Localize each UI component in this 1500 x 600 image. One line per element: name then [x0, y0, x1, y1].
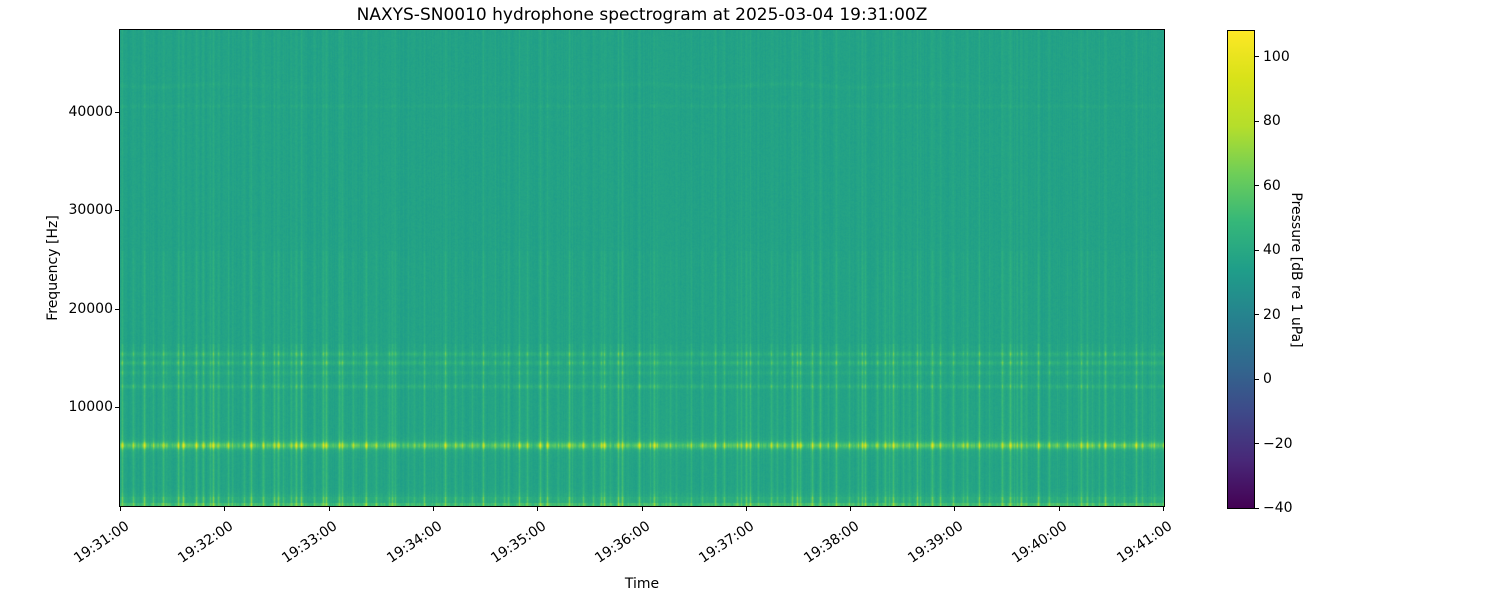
x-tick-label: 19:41:00 — [1113, 518, 1175, 567]
chart-title: NAXYS-SN0010 hydrophone spectrogram at 2… — [356, 5, 928, 25]
x-tick-label: 19:34:00 — [383, 518, 445, 567]
colorbar-tick-label: 20 — [1263, 306, 1281, 323]
colorbar-tick-mark — [1255, 378, 1259, 380]
colorbar-tick-mark — [1255, 120, 1259, 122]
x-tick-mark — [328, 507, 330, 511]
colorbar-tick-mark — [1255, 185, 1259, 187]
x-tick-label: 19:32:00 — [175, 518, 237, 567]
colorbar-tick-label: 0 — [1263, 371, 1272, 388]
x-tick-label: 19:37:00 — [696, 518, 758, 567]
y-tick-label: 10000 — [68, 399, 113, 416]
x-tick-mark — [954, 507, 956, 511]
x-tick-mark — [745, 507, 747, 511]
x-tick-mark — [1058, 507, 1060, 511]
y-tick-label: 20000 — [68, 300, 113, 317]
x-tick-mark — [224, 507, 226, 511]
colorbar — [1227, 30, 1255, 509]
x-tick-label: 19:39:00 — [905, 518, 967, 567]
x-tick-mark — [850, 507, 852, 511]
y-tick-label: 40000 — [68, 104, 113, 121]
colorbar-tick-label: 80 — [1263, 113, 1281, 130]
x-tick-mark — [641, 507, 643, 511]
colorbar-tick-mark — [1255, 507, 1259, 509]
colorbar-tick-mark — [1255, 56, 1259, 58]
colorbar-tick-mark — [1255, 314, 1259, 316]
x-axis-label: Time — [624, 576, 660, 592]
x-tick-label: 19:31:00 — [70, 518, 132, 567]
x-tick-mark — [537, 507, 539, 511]
colorbar-tick-label: −40 — [1263, 500, 1293, 516]
y-tick-mark — [115, 112, 119, 114]
x-tick-label: 19:36:00 — [592, 518, 654, 567]
colorbar-tick-label: 100 — [1263, 48, 1290, 65]
colorbar-tick-label: 60 — [1263, 177, 1281, 194]
x-tick-mark — [432, 507, 434, 511]
spectrogram-canvas — [120, 30, 1164, 506]
x-tick-label: 19:33:00 — [279, 518, 341, 567]
colorbar-tick-label: 40 — [1263, 242, 1281, 259]
colorbar-tick-label: −20 — [1263, 435, 1293, 452]
x-tick-mark — [1163, 507, 1164, 511]
colorbar-tick-mark — [1255, 443, 1259, 445]
x-tick-label: 19:40:00 — [1009, 518, 1071, 567]
y-tick-mark — [115, 210, 119, 212]
y-tick-mark — [115, 407, 119, 409]
x-tick-label: 19:35:00 — [487, 518, 550, 567]
x-tick-label: 19:38:00 — [800, 518, 862, 567]
colorbar-tick-mark — [1255, 249, 1259, 251]
colorbar-label: Pressure [dB re 1 uPa] — [1288, 192, 1304, 348]
x-tick-mark — [120, 507, 121, 511]
y-tick-mark — [115, 308, 119, 310]
plot-area — [119, 29, 1165, 507]
y-tick-label: 30000 — [68, 202, 113, 219]
